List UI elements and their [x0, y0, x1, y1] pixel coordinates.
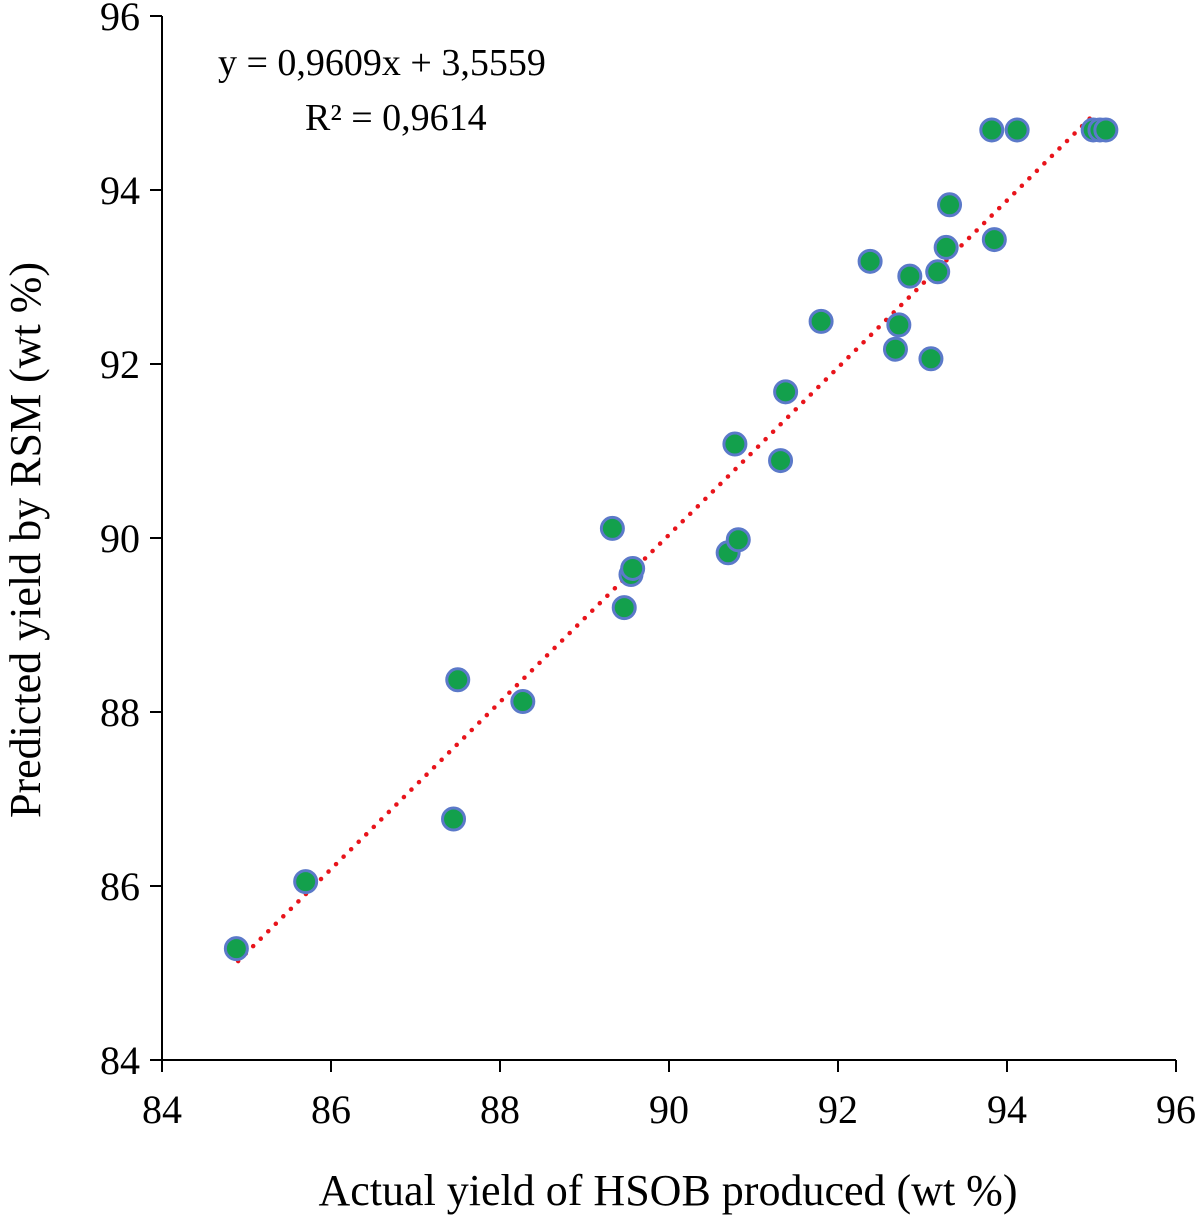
data-point	[773, 379, 799, 405]
data-point	[882, 336, 908, 362]
data-point	[768, 448, 794, 474]
x-axis-title: Actual yield of HSOB produced (wt %)	[319, 1166, 1018, 1215]
data-point	[510, 689, 536, 715]
y-tick-label: 92	[100, 342, 140, 387]
data-point	[611, 595, 637, 621]
x-tick-label: 94	[987, 1087, 1027, 1132]
data-point	[857, 248, 883, 274]
data-point	[918, 346, 944, 372]
y-tick-label: 94	[100, 168, 140, 213]
x-tick-label: 92	[818, 1087, 858, 1132]
data-point	[725, 527, 751, 553]
data-point	[445, 667, 471, 693]
data-point	[599, 515, 625, 541]
data-point	[979, 117, 1005, 143]
y-tick-label: 88	[100, 690, 140, 735]
data-point	[808, 308, 834, 334]
x-tick-label: 86	[311, 1087, 351, 1132]
r-squared-label: R² = 0,9614	[305, 97, 487, 139]
y-tick-label: 90	[100, 516, 140, 561]
data-point	[620, 555, 646, 581]
trendline-equation: y = 0,9609x + 3,5559	[218, 42, 546, 84]
data-point	[722, 431, 748, 457]
x-tick-label: 90	[649, 1087, 689, 1132]
x-tick-label: 88	[480, 1087, 520, 1132]
data-point	[293, 869, 319, 895]
data-point	[886, 312, 912, 338]
y-tick-label: 84	[100, 1038, 140, 1083]
data-point	[933, 234, 959, 260]
x-tick-label: 96	[1156, 1087, 1196, 1132]
data-point	[981, 227, 1007, 253]
x-axis-ticks: 84 86 88 90 92 94 96	[142, 1060, 1196, 1132]
data-point	[1004, 117, 1030, 143]
y-tick-label: 96	[100, 0, 140, 39]
y-axis-title: Predicted yield by RSM (wt %)	[1, 262, 50, 818]
y-axis-ticks: 84 86 88 90 92 94 96	[100, 0, 162, 1083]
data-point	[897, 263, 923, 289]
data-points	[223, 117, 1119, 962]
data-point	[937, 192, 963, 218]
x-tick-label: 84	[142, 1087, 182, 1132]
axes: 84 86 88 90 92 94 96 84 86 88 90 92 94 96	[100, 0, 1196, 1132]
trendline	[235, 110, 1098, 964]
data-point	[441, 806, 467, 832]
data-point	[925, 259, 951, 285]
y-tick-label: 86	[100, 864, 140, 909]
data-point	[223, 936, 249, 962]
data-point	[1093, 117, 1119, 143]
